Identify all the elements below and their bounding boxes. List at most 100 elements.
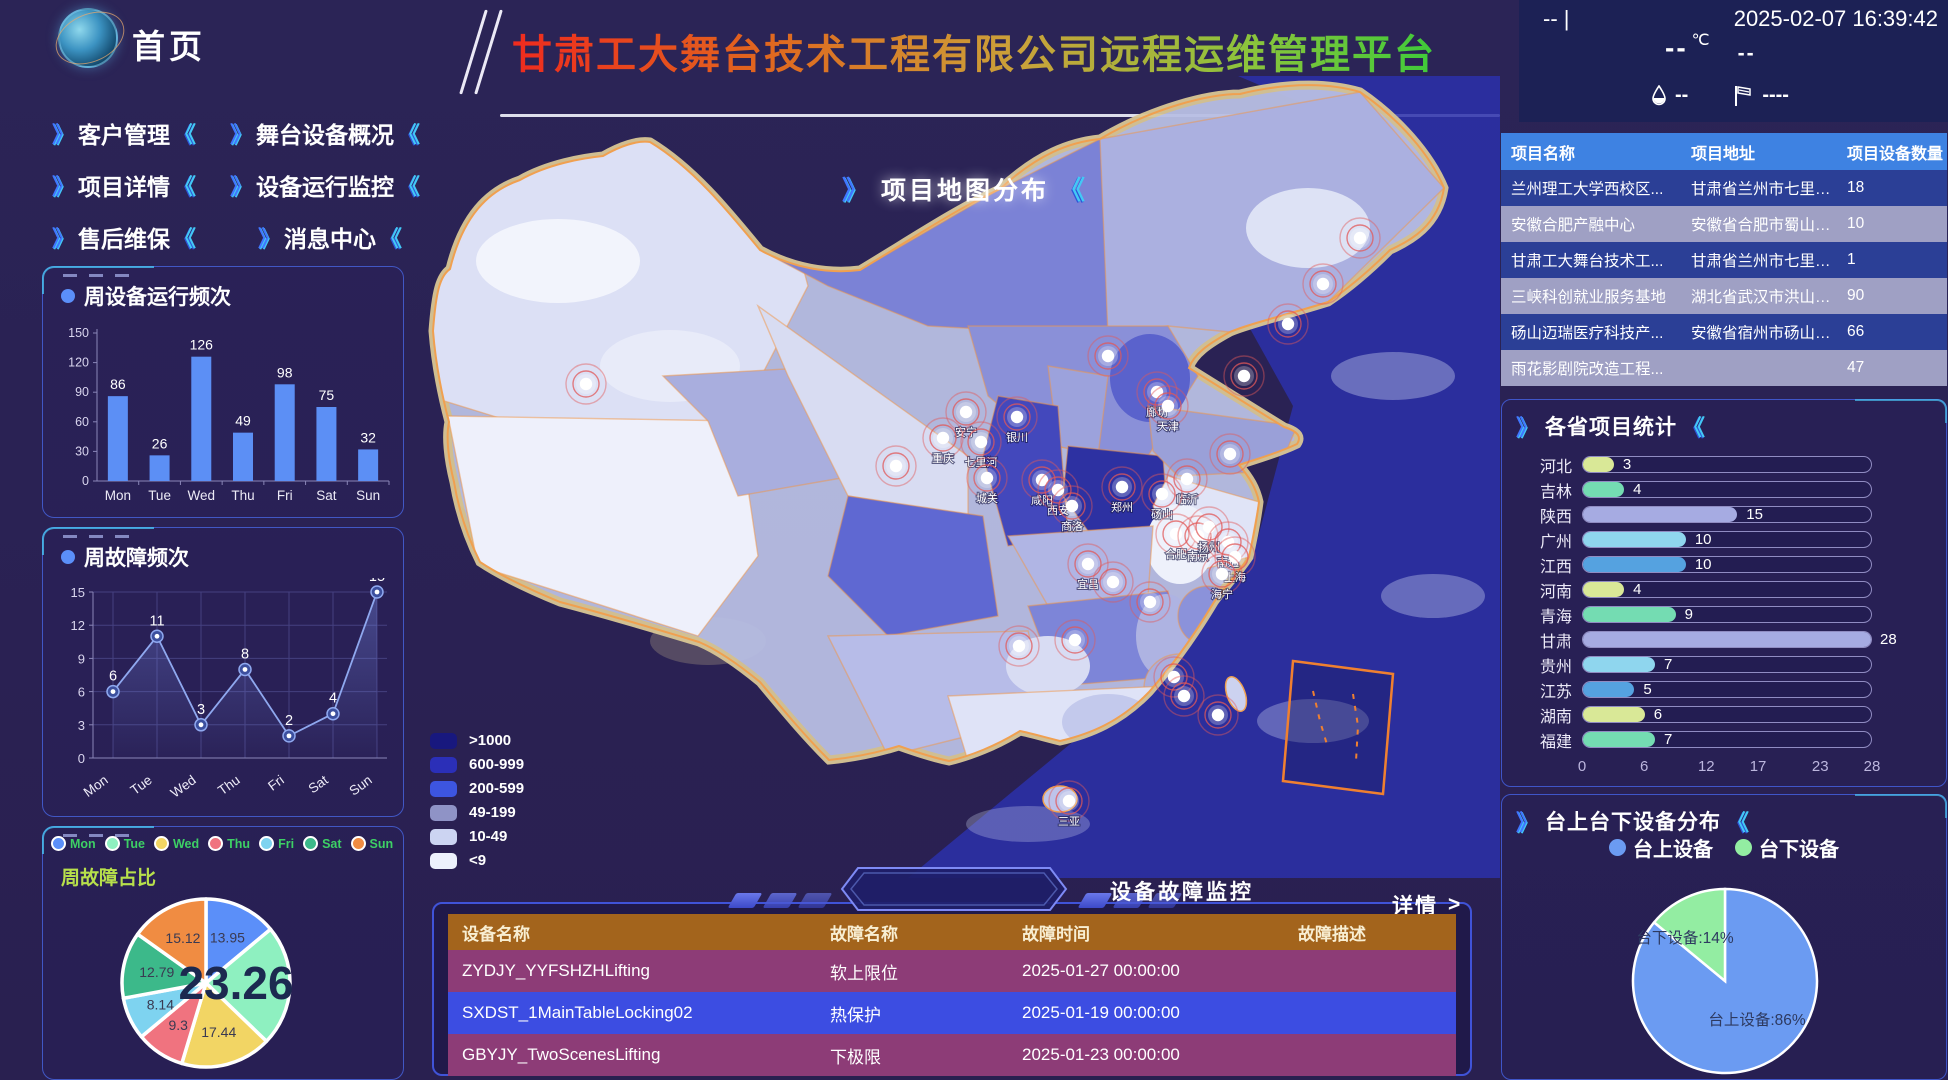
map-legend-row-5: <9: [430, 852, 524, 869]
city-marker[interactable]: [1302, 263, 1344, 305]
svg-text:Thu: Thu: [231, 488, 254, 503]
sidebar-item-5[interactable]: 》消息中心《: [258, 220, 402, 254]
province-bar-track: 7: [1582, 731, 1872, 748]
project-cell: 1: [1847, 251, 1856, 268]
chevron-left-icon: 《: [174, 226, 197, 251]
temp-high: --: [1737, 42, 1756, 65]
province-row-陕西: 陕西 15: [1512, 502, 1872, 527]
legend-label: Sat: [322, 836, 342, 851]
fault-row[interactable]: SXDST_1MainTableLocking02 热保护 2025-01-19 0…: [448, 992, 1456, 1034]
fault-ratio-pie-chart: 13.95 17.44 9.3 8.14 12.79 15.12 23.26: [120, 897, 294, 1069]
svg-text:49: 49: [235, 413, 251, 429]
menu-item-label: 设备运行监控: [256, 174, 395, 200]
chevron-left-icon: 《: [1727, 810, 1751, 835]
legend-item-台上设备[interactable]: 台上设备: [1609, 833, 1713, 862]
project-row[interactable]: 安徽合肥产融中心 安徽省合肥市蜀山区... 10: [1501, 206, 1947, 242]
svg-text:8.14: 8.14: [147, 996, 174, 1012]
city-marker[interactable]: 南京: [1177, 515, 1219, 564]
svg-text:2: 2: [285, 713, 293, 729]
city-marker[interactable]: 城关: [966, 457, 1008, 506]
project-cell: 90: [1847, 287, 1865, 304]
city-marker[interactable]: 海宁: [1201, 553, 1243, 602]
city-marker[interactable]: 临沂: [1166, 458, 1208, 507]
sidebar-item-0[interactable]: 》客户管理《: [52, 116, 196, 150]
project-cell: 10: [1847, 215, 1865, 232]
legend-label: Sun: [369, 836, 394, 851]
province-bar-track: 3: [1582, 456, 1872, 473]
legend-item-thu[interactable]: Thu: [208, 836, 250, 851]
city-marker[interactable]: 合肥: [1155, 513, 1197, 562]
page-title-home[interactable]: 首页: [132, 28, 206, 65]
project-cell: 三峡科创就业服务基地: [1511, 289, 1667, 306]
city-marker[interactable]: [1267, 303, 1309, 345]
svg-text:Thu: Thu: [215, 772, 243, 798]
legend-range-label: 10-49: [469, 828, 508, 845]
project-cell: 雨花影剧院改造工程...: [1511, 361, 1664, 378]
project-row[interactable]: 砀山迈瑞医疗科技产... 安徽省宿州市砀山县... 66: [1501, 314, 1947, 350]
project-table-header: 项目名称 项目地址 项目设备数量: [1501, 133, 1947, 170]
sidebar-item-3[interactable]: 》设备运行监控《: [230, 168, 420, 202]
axis-tick-label: 17: [1749, 758, 1767, 775]
city-marker[interactable]: 安宁: [945, 391, 987, 440]
bullet-dot-icon: [61, 550, 75, 564]
project-row[interactable]: 兰州理工大学西校区... 甘肃省兰州市七里河... 18: [1501, 170, 1947, 206]
legend-item-tue[interactable]: Tue: [104, 836, 145, 851]
sidebar-item-4[interactable]: 》售后维保《: [52, 220, 196, 254]
province-row-河北: 河北 3: [1512, 452, 1872, 477]
svg-text:临沂: 临沂: [1176, 492, 1198, 506]
fault-row[interactable]: ZYDJY_YYFSHZHLifting 软上限位 2025-01-27 00:00…: [448, 950, 1456, 992]
sidebar-item-2[interactable]: 》项目详情《: [52, 168, 196, 202]
fault-row[interactable]: GBYJY_TwoScenesLifting 下极限 2025-01-23 00:0…: [448, 1034, 1456, 1076]
city-marker[interactable]: [1153, 656, 1195, 698]
city-marker[interactable]: [1197, 694, 1239, 736]
project-row[interactable]: 甘肃工大舞台技术工... 甘肃省兰州市七里河... 1: [1501, 242, 1947, 278]
city-marker[interactable]: 宜昌: [1067, 543, 1109, 592]
svg-text:3: 3: [78, 718, 85, 733]
svg-text:Sun: Sun: [347, 772, 375, 798]
axis-tick-label: 0: [1577, 758, 1587, 775]
city-marker[interactable]: 西安: [1037, 469, 1079, 518]
city-marker[interactable]: [998, 625, 1040, 667]
city-marker[interactable]: [565, 363, 607, 405]
svg-text:4: 4: [329, 691, 337, 707]
city-marker[interactable]: [1129, 581, 1171, 623]
legend-item-sun[interactable]: Sun: [350, 836, 394, 851]
legend-item-台下设备[interactable]: 台下设备: [1735, 833, 1839, 862]
province-bar-track: 5: [1582, 681, 1872, 698]
city-marker[interactable]: 上海: [1214, 536, 1256, 585]
fault-ratio-title: 周故障占比: [61, 868, 157, 889]
fault-detail-button[interactable]: 详情 >: [1392, 890, 1462, 920]
city-marker[interactable]: [1054, 619, 1096, 661]
map-legend-row-0: >1000: [430, 732, 524, 749]
city-marker[interactable]: 郑州: [1101, 466, 1143, 515]
city-marker[interactable]: [1339, 217, 1381, 259]
city-marker[interactable]: 天津: [1147, 385, 1189, 434]
city-marker[interactable]: 重庆: [922, 417, 964, 466]
city-marker[interactable]: 砀山: [1141, 473, 1183, 522]
project-row[interactable]: 三峡科创就业服务基地 湖北省武汉市洪山区... 90: [1501, 278, 1947, 314]
legend-item-wed[interactable]: Wed: [153, 836, 199, 851]
panel-province-stats: 》 各省项目统计 《 河北 3 吉林 4 陕西 15 广州 10 江西 10 河南 4 青海 9 甘肃 28 贵…: [1501, 399, 1947, 787]
city-marker[interactable]: 商洛: [1051, 485, 1093, 534]
city-marker[interactable]: [1087, 335, 1129, 377]
city-marker[interactable]: [1209, 433, 1251, 475]
city-marker[interactable]: [1223, 355, 1265, 397]
province-label: 陕西: [1539, 508, 1572, 526]
legend-item-sat[interactable]: Sat: [303, 836, 342, 851]
fault-cell: GBYJY_TwoScenesLifting: [462, 1045, 661, 1064]
wind-value: ----: [1762, 84, 1789, 106]
city-marker[interactable]: [1092, 561, 1134, 603]
china-project-map[interactable]: 安宁七里河城关银川咸阳西安商洛郑州临沂砀山合肥南京扬州南通上海海宁廊坊天津宜昌重…: [408, 76, 1500, 878]
chevron-right-icon: 》: [52, 226, 75, 251]
city-marker[interactable]: 三亚: [1048, 780, 1090, 829]
city-marker[interactable]: 银川: [996, 396, 1038, 445]
city-marker[interactable]: [875, 445, 917, 487]
city-marker[interactable]: [1163, 675, 1205, 717]
legend-item-fri[interactable]: Fri: [259, 836, 294, 851]
project-row[interactable]: 雨花影剧院改造工程... 47: [1501, 350, 1947, 386]
badge-decoration-left: [727, 893, 833, 908]
sidebar-item-1[interactable]: 》舞台设备概况《: [230, 116, 420, 150]
legend-item-mon[interactable]: Mon: [51, 836, 96, 851]
svg-text:海宁: 海宁: [1211, 587, 1233, 601]
province-row-广州: 广州 10: [1512, 527, 1872, 552]
